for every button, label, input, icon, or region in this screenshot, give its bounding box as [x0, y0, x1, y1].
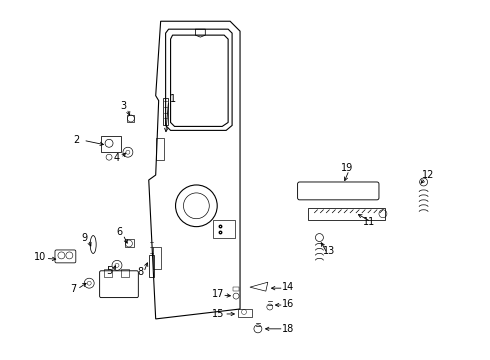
Bar	[125, 239, 134, 247]
Text: 11: 11	[363, 217, 375, 227]
Text: 7: 7	[70, 284, 76, 294]
Bar	[127, 114, 134, 122]
Text: 12: 12	[422, 170, 435, 180]
Text: 1: 1	[170, 94, 175, 104]
Bar	[156, 138, 164, 160]
Bar	[149, 255, 154, 277]
Bar	[233, 287, 239, 291]
Text: 3: 3	[120, 100, 126, 111]
Text: 2: 2	[73, 135, 79, 145]
Bar	[308, 208, 385, 220]
Bar	[213, 220, 235, 238]
Text: 10: 10	[33, 252, 46, 262]
Bar	[101, 136, 121, 152]
Text: 6: 6	[116, 226, 122, 237]
Text: 13: 13	[323, 247, 336, 256]
Text: 19: 19	[341, 163, 353, 173]
Text: 5: 5	[106, 266, 112, 276]
Text: 9: 9	[81, 233, 87, 243]
Text: 8: 8	[138, 267, 144, 277]
Bar	[163, 98, 168, 125]
Text: 18: 18	[282, 324, 294, 334]
Text: 16: 16	[282, 299, 294, 309]
Text: 15: 15	[212, 309, 224, 319]
Bar	[238, 309, 252, 317]
Text: 4: 4	[114, 153, 120, 163]
Text: 17: 17	[212, 289, 224, 299]
Bar	[121, 269, 129, 277]
Bar	[153, 247, 161, 269]
Bar	[104, 269, 112, 277]
Text: 14: 14	[282, 282, 294, 292]
